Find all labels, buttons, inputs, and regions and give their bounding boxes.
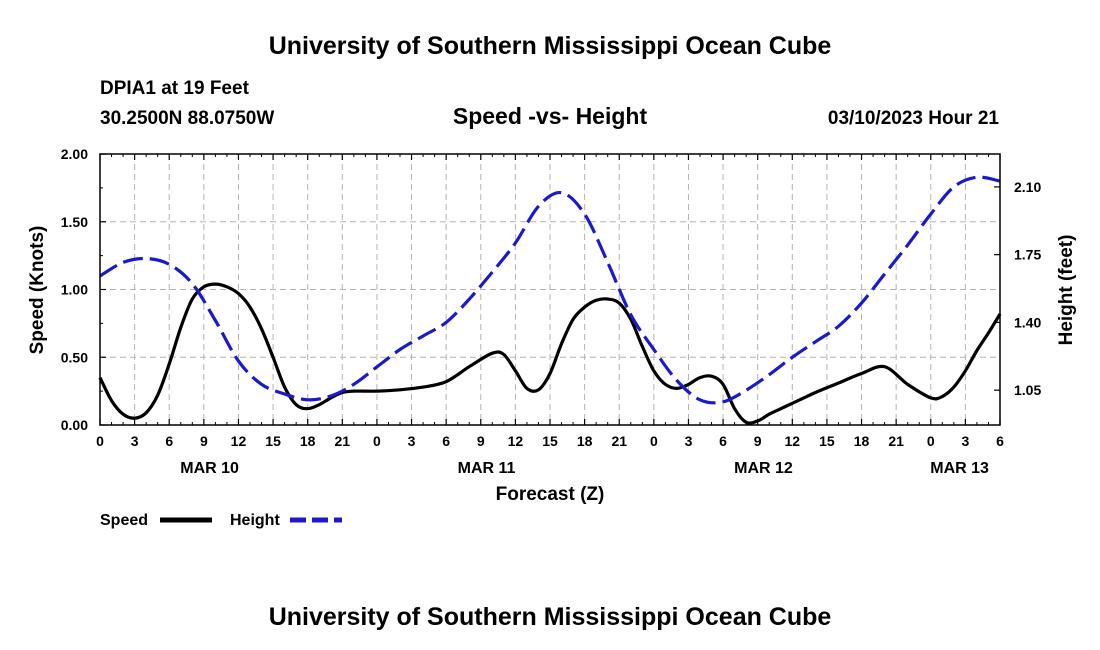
x-day-label: MAR 12 <box>734 460 793 477</box>
x-day-label: MAR 10 <box>180 460 239 477</box>
x-day-label: MAR 13 <box>930 460 989 477</box>
x-tick-label: 18 <box>854 433 870 449</box>
footer-title: University of Southern Mississippi Ocean… <box>269 603 832 631</box>
legend-speed-label: Speed <box>100 512 148 529</box>
station-label: DPIA1 at 19 Feet <box>100 78 250 99</box>
x-axis-label: Forecast (Z) <box>496 484 605 505</box>
x-tick-label: 6 <box>165 433 173 449</box>
x-tick-label: 0 <box>373 433 381 449</box>
x-tick-label: 3 <box>408 433 416 449</box>
x-tick-label: 18 <box>577 433 593 449</box>
y2-tick-label: 1.75 <box>1014 247 1041 263</box>
y-tick-label: 0.50 <box>61 349 88 365</box>
x-tick-label: 12 <box>785 433 801 449</box>
legend-height-label: Height <box>230 512 280 529</box>
ticks-layer: 0 3 6 9 12 15 18 21 0 3 6 9 12 15 18 21 0 3 6 9 12 15 18 21 0 3 6 0… <box>61 146 1042 477</box>
x-tick-label: 3 <box>685 433 693 449</box>
x-day-label: MAR 11 <box>458 460 516 477</box>
y2-tick-label: 1.40 <box>1014 314 1041 330</box>
location-label: 30.2500N 88.0750W <box>100 108 274 129</box>
page-title: University of Southern Mississippi Ocean… <box>269 32 832 60</box>
x-tick-label: 3 <box>131 433 139 449</box>
x-tick-label: 6 <box>996 433 1004 449</box>
y-tick-label: 2.00 <box>61 146 88 162</box>
x-tick-label: 12 <box>231 433 247 449</box>
x-tick-label: 3 <box>961 433 969 449</box>
x-tick-label: 0 <box>650 433 658 449</box>
x-tick-label: 0 <box>96 433 104 449</box>
y2-tick-label: 1.05 <box>1014 382 1041 398</box>
x-tick-label: 21 <box>888 433 904 449</box>
x-tick-label: 9 <box>754 433 762 449</box>
x-tick-label: 6 <box>442 433 450 449</box>
y2-tick-label: 2.10 <box>1014 179 1041 195</box>
x-tick-label: 6 <box>719 433 727 449</box>
x-tick-label: 15 <box>265 433 281 449</box>
x-tick-label: 0 <box>927 433 935 449</box>
x-tick-label: 9 <box>477 433 485 449</box>
x-tick-label: 12 <box>508 433 524 449</box>
y-tick-label: 1.00 <box>61 282 88 298</box>
y2-axis-label: Height (feet) <box>1056 235 1077 346</box>
y-tick-label: 1.50 <box>61 214 88 230</box>
x-tick-label: 15 <box>542 433 558 449</box>
x-tick-label: 15 <box>819 433 835 449</box>
series-layer <box>98 175 1002 425</box>
x-tick-label: 21 <box>335 433 351 449</box>
grid <box>100 154 1000 425</box>
chart-title: Speed -vs- Height <box>453 103 648 129</box>
x-tick-label: 21 <box>611 433 627 449</box>
y-tick-label: 0.00 <box>61 417 88 433</box>
legend: Speed Height <box>100 512 342 529</box>
speed-series-line <box>98 282 1002 425</box>
x-tick-label: 9 <box>200 433 208 449</box>
height-series-line <box>99 175 1001 405</box>
datetime-label: 03/10/2023 Hour 21 <box>828 108 1000 129</box>
x-tick-label: 18 <box>300 433 316 449</box>
y-axis-label: Speed (Knots) <box>27 226 48 355</box>
